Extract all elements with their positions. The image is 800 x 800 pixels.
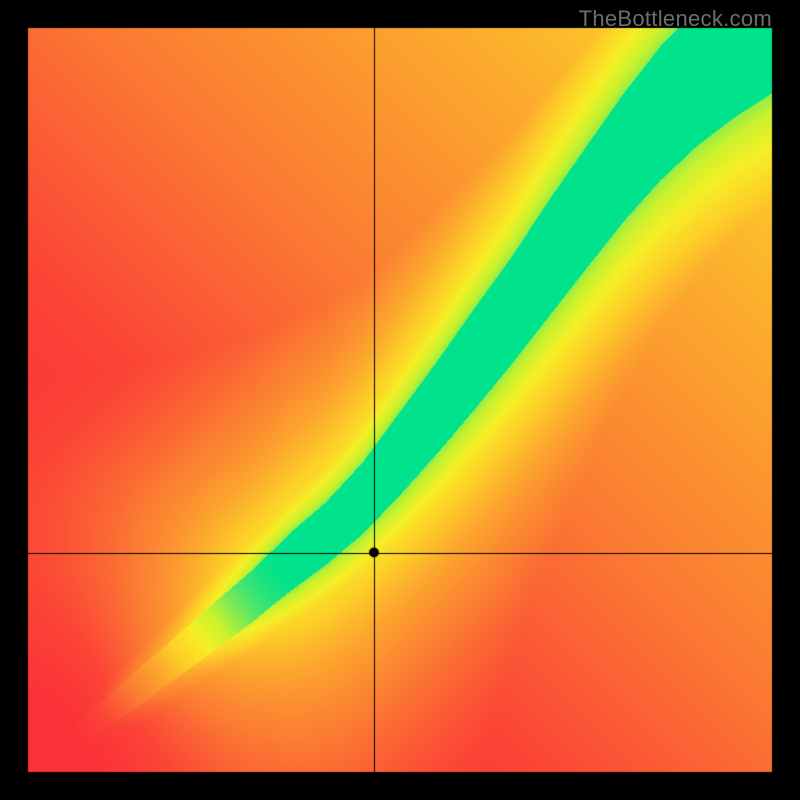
- chart-stage: TheBottleneck.com: [0, 0, 800, 800]
- heatmap-canvas: [0, 0, 800, 800]
- watermark-text: TheBottleneck.com: [579, 6, 772, 32]
